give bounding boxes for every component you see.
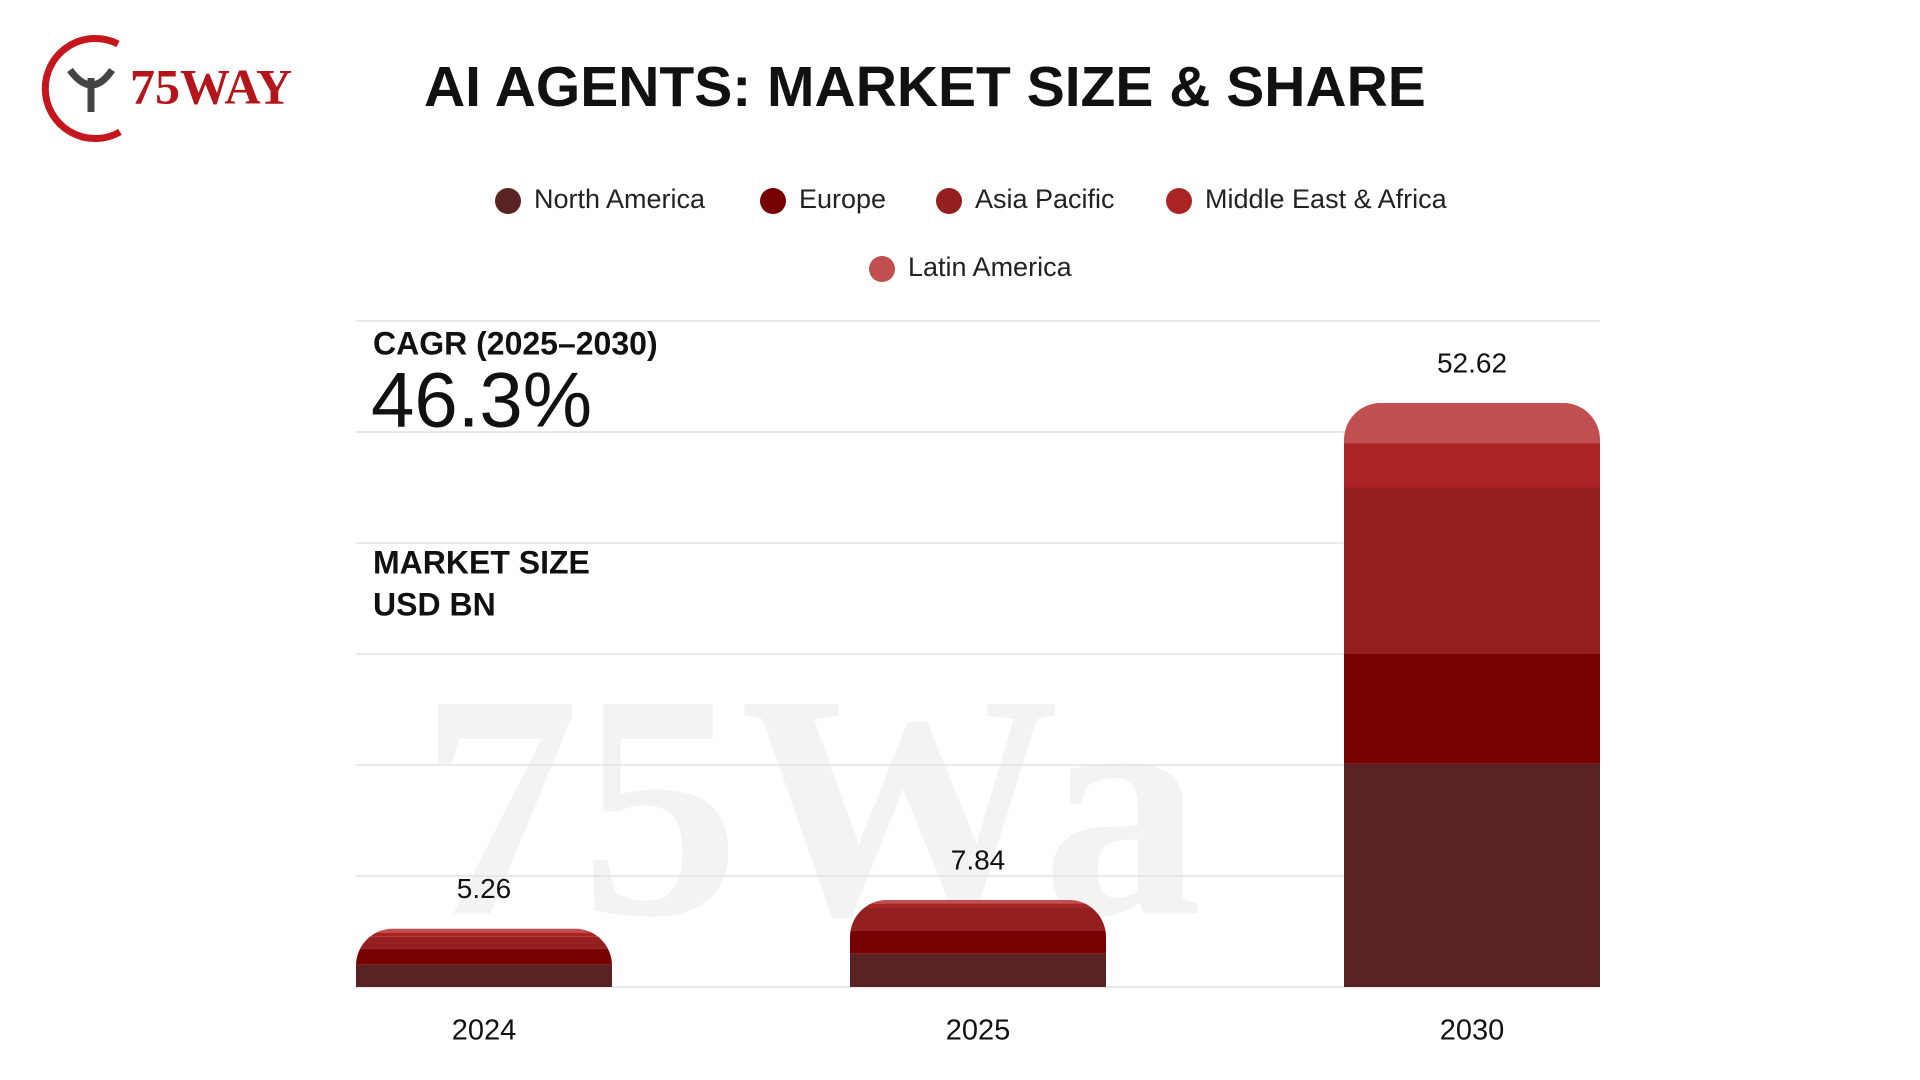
cagr-value: 46.3% — [371, 356, 592, 444]
logo: 75WAY — [41, 35, 292, 142]
legend-swatch — [869, 256, 895, 282]
bar-stack — [356, 928, 612, 987]
bar-segment — [356, 932, 612, 937]
x-tick-label: 2024 — [452, 1015, 517, 1047]
unit-label: USD BN — [373, 586, 496, 622]
logo-arc — [41, 35, 122, 142]
unit-label: MARKET SIZE — [373, 544, 590, 580]
bar-segment — [356, 964, 612, 987]
legend-label: Europe — [799, 184, 886, 214]
legend-swatch — [760, 188, 786, 214]
bar-segment — [1344, 443, 1600, 488]
bar-segment — [356, 948, 612, 965]
bar-stack — [850, 899, 1106, 987]
legend-swatch — [1166, 188, 1192, 214]
total-label: 7.84 — [951, 844, 1006, 875]
bar-segment — [850, 903, 1106, 908]
bar-segment — [1344, 487, 1600, 654]
bars: 5.26 2024 7.84 2025 52.62 2030 — [356, 347, 1600, 1047]
total-label: 5.26 — [457, 873, 512, 904]
x-tick-label: 2025 — [946, 1015, 1011, 1047]
bar-segment — [850, 930, 1106, 954]
chart-title: AI AGENTS: MARKET SIZE & SHARE — [424, 55, 1426, 119]
legend-label: North America — [534, 184, 706, 214]
bar-segment — [356, 936, 612, 949]
bar-segment — [850, 953, 1106, 987]
bar-segment — [356, 928, 612, 933]
legend-label: Asia Pacific — [975, 184, 1115, 214]
legend-swatch — [495, 188, 521, 214]
bar-segment — [850, 899, 1106, 904]
bar-segment — [1344, 402, 1600, 444]
bar-segment — [1344, 654, 1600, 764]
bar-segment — [850, 907, 1106, 931]
logo-mark — [67, 67, 115, 112]
legend-swatch — [936, 188, 962, 214]
legend-label: Middle East & Africa — [1205, 184, 1448, 214]
bar-stack — [1344, 402, 1600, 987]
bar-segment — [1344, 763, 1600, 987]
legend-label: Latin America — [908, 252, 1073, 282]
legend: North America Europe Asia Pacific Middle Ea… — [495, 184, 1448, 282]
cagr-label: CAGR (2025–2030) — [373, 325, 658, 361]
total-label: 52.62 — [1437, 347, 1507, 378]
x-tick-label: 2030 — [1440, 1015, 1505, 1047]
logo-text: 75WAY — [130, 58, 292, 114]
